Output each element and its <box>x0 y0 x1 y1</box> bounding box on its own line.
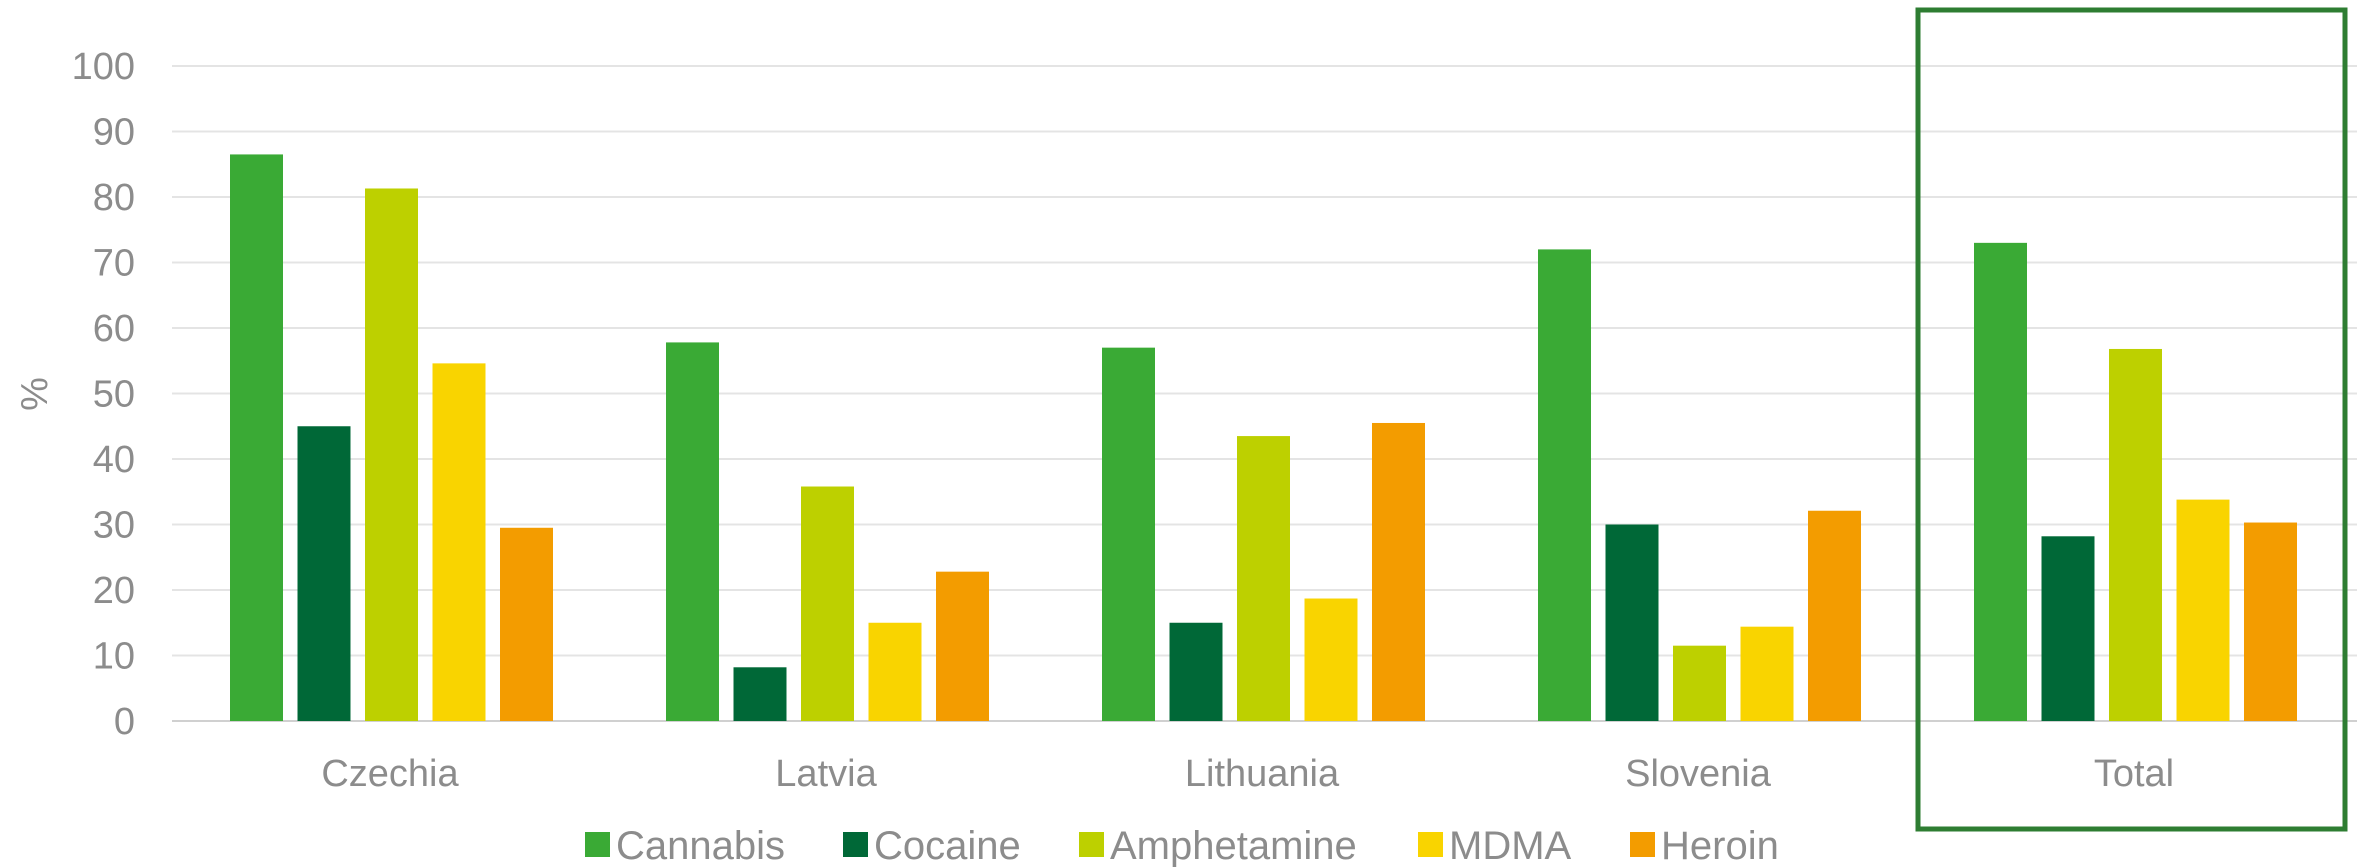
legend-label-amphetamine: Amphetamine <box>1110 824 1357 867</box>
category-label: Czechia <box>321 753 459 795</box>
legend-swatch-mdma <box>1418 832 1443 857</box>
y-tick-label: 0 <box>114 701 135 743</box>
legend: Cannabis Cocaine Amphetamine MDMA Heroin <box>585 824 1779 867</box>
y-axis-ticks: 0 10 20 30 40 50 60 70 80 90 100 <box>72 46 135 743</box>
y-tick-label: 70 <box>93 243 135 285</box>
y-tick-label: 10 <box>93 636 135 678</box>
legend-swatch-amphetamine <box>1079 832 1104 857</box>
legend-label-mdma: MDMA <box>1449 824 1572 867</box>
bar-amphetamine-lithuania <box>1237 436 1290 721</box>
category-label: Lithuania <box>1185 753 1340 795</box>
legend-label-heroin: Heroin <box>1661 824 1779 867</box>
bar-cannabis-lithuania <box>1102 347 1155 721</box>
bar-heroin-czechia <box>500 527 553 721</box>
legend-label-cocaine: Cocaine <box>874 824 1021 867</box>
bar-amphetamine-slovenia <box>1673 645 1726 721</box>
bar-mdma-latvia <box>868 622 922 721</box>
category-label: Latvia <box>775 753 877 795</box>
bar-cannabis-total <box>1974 242 2027 721</box>
bar-mdma-total <box>2176 499 2230 721</box>
y-tick-label: 80 <box>93 177 135 219</box>
bar-cannabis-czechia <box>230 154 283 722</box>
category-labels: Czechia Latvia Lithuania Slovenia Total <box>321 753 2174 795</box>
bar-cocaine-slovenia <box>1605 524 1659 721</box>
bar-heroin-slovenia <box>1808 510 1861 721</box>
y-tick-label: 90 <box>93 112 135 154</box>
bar-cocaine-czechia <box>297 426 351 721</box>
bar-heroin-lithuania <box>1372 422 1425 721</box>
bar-heroin-total <box>2244 522 2297 721</box>
bar-heroin-latvia <box>936 571 989 721</box>
bar-cocaine-lithuania <box>1169 622 1223 721</box>
bars <box>230 154 2297 722</box>
bar-mdma-slovenia <box>1740 626 1794 721</box>
bar-cocaine-latvia <box>733 667 787 721</box>
category-label: Total <box>2094 753 2174 795</box>
bar-amphetamine-total <box>2109 348 2162 721</box>
y-tick-label: 20 <box>93 570 135 612</box>
y-tick-label: 30 <box>93 505 135 547</box>
total-highlight-box <box>1915 7 2348 832</box>
y-tick-label: 50 <box>93 374 135 416</box>
bar-cannabis-latvia <box>666 342 719 721</box>
legend-swatch-heroin <box>1630 832 1655 857</box>
legend-swatch-cannabis <box>585 832 610 857</box>
bar-cannabis-slovenia <box>1538 249 1591 721</box>
y-tick-label: 100 <box>72 46 135 88</box>
bar-amphetamine-czechia <box>365 188 418 722</box>
y-tick-label: 40 <box>93 439 135 481</box>
legend-label-cannabis: Cannabis <box>616 824 785 867</box>
bar-mdma-czechia <box>432 363 486 721</box>
legend-swatch-cocaine <box>843 832 868 857</box>
y-axis-label: % <box>14 377 56 411</box>
category-label: Slovenia <box>1625 753 1772 795</box>
y-tick-label: 60 <box>93 308 135 350</box>
bar-amphetamine-latvia <box>801 486 854 721</box>
bar-mdma-lithuania <box>1304 598 1358 721</box>
bar-cocaine-total <box>2041 536 2095 721</box>
